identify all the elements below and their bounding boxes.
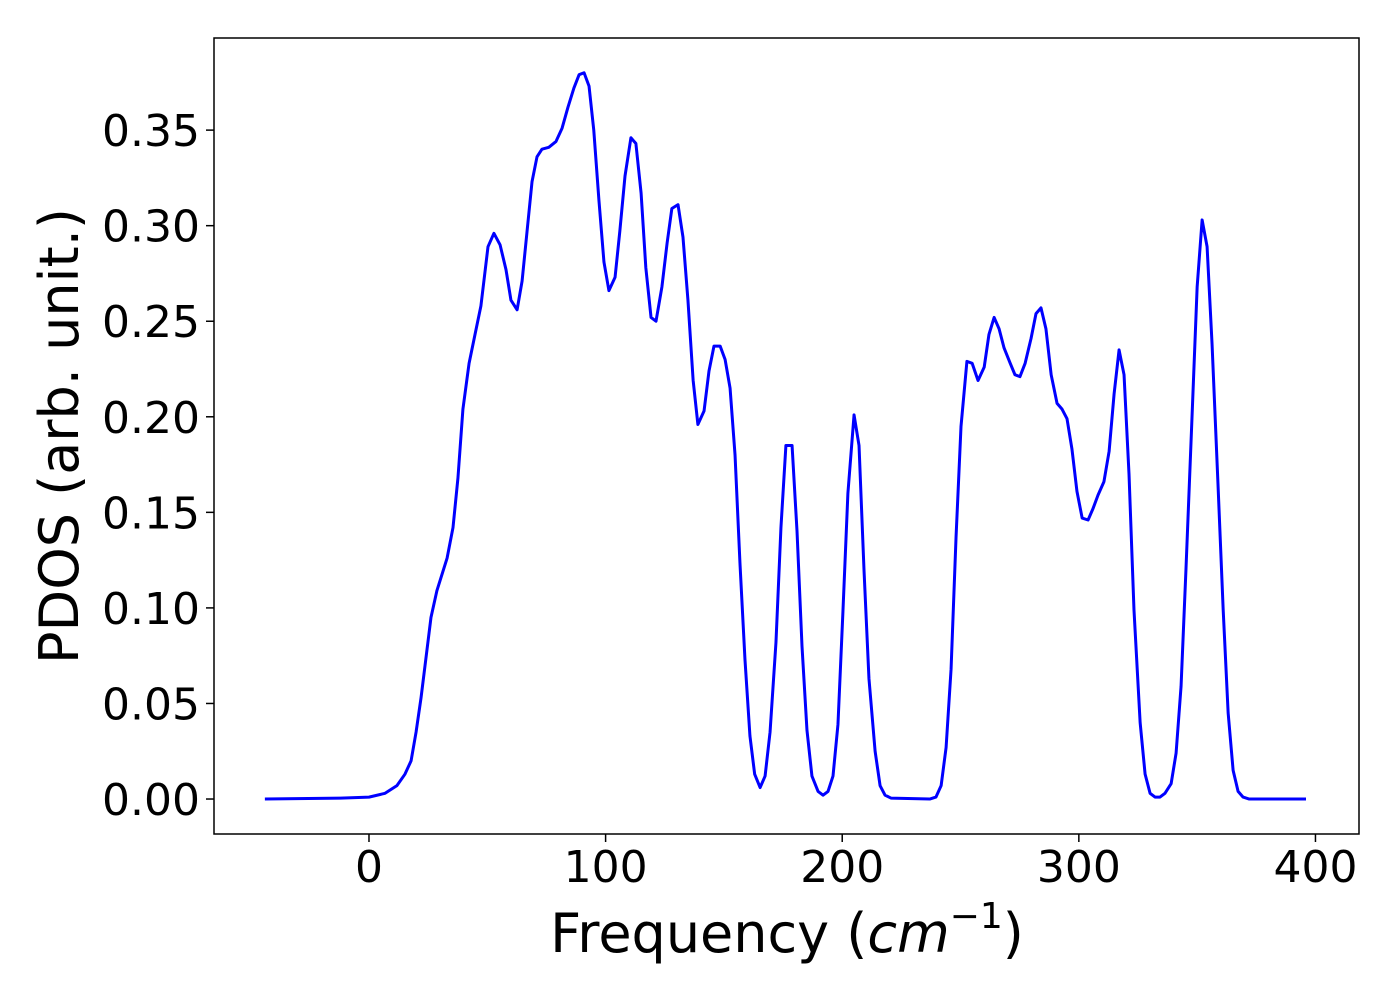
- y-tick-label: 0.00: [102, 775, 200, 826]
- x-tick-label: 300: [1037, 842, 1121, 893]
- x-tick-label: 200: [800, 842, 884, 893]
- y-tick-label: 0.10: [102, 584, 200, 635]
- x-label-math: cm: [867, 902, 949, 965]
- y-tick-label: 0.15: [102, 488, 200, 539]
- x-tick-label: 100: [564, 842, 648, 893]
- x-label-text: Frequency (: [550, 902, 867, 965]
- x-tick-label: 0: [355, 842, 383, 893]
- y-axis-label: PDOS (arb. unit.): [28, 208, 91, 664]
- y-tick-label: 0.20: [102, 393, 200, 444]
- x-tick-label: 400: [1273, 842, 1357, 893]
- x-label-close: ): [1003, 902, 1024, 965]
- y-tick-label: 0.35: [102, 106, 200, 157]
- y-tick-label: 0.30: [102, 202, 200, 253]
- y-tick-label: 0.25: [102, 297, 200, 348]
- plot-frame: [213, 37, 1360, 835]
- x-axis-label: Frequency (cm−1): [550, 896, 1024, 965]
- y-tick-label: 0.05: [102, 679, 200, 730]
- x-label-exponent: −1: [950, 896, 1003, 937]
- data-line: [264, 71, 1306, 801]
